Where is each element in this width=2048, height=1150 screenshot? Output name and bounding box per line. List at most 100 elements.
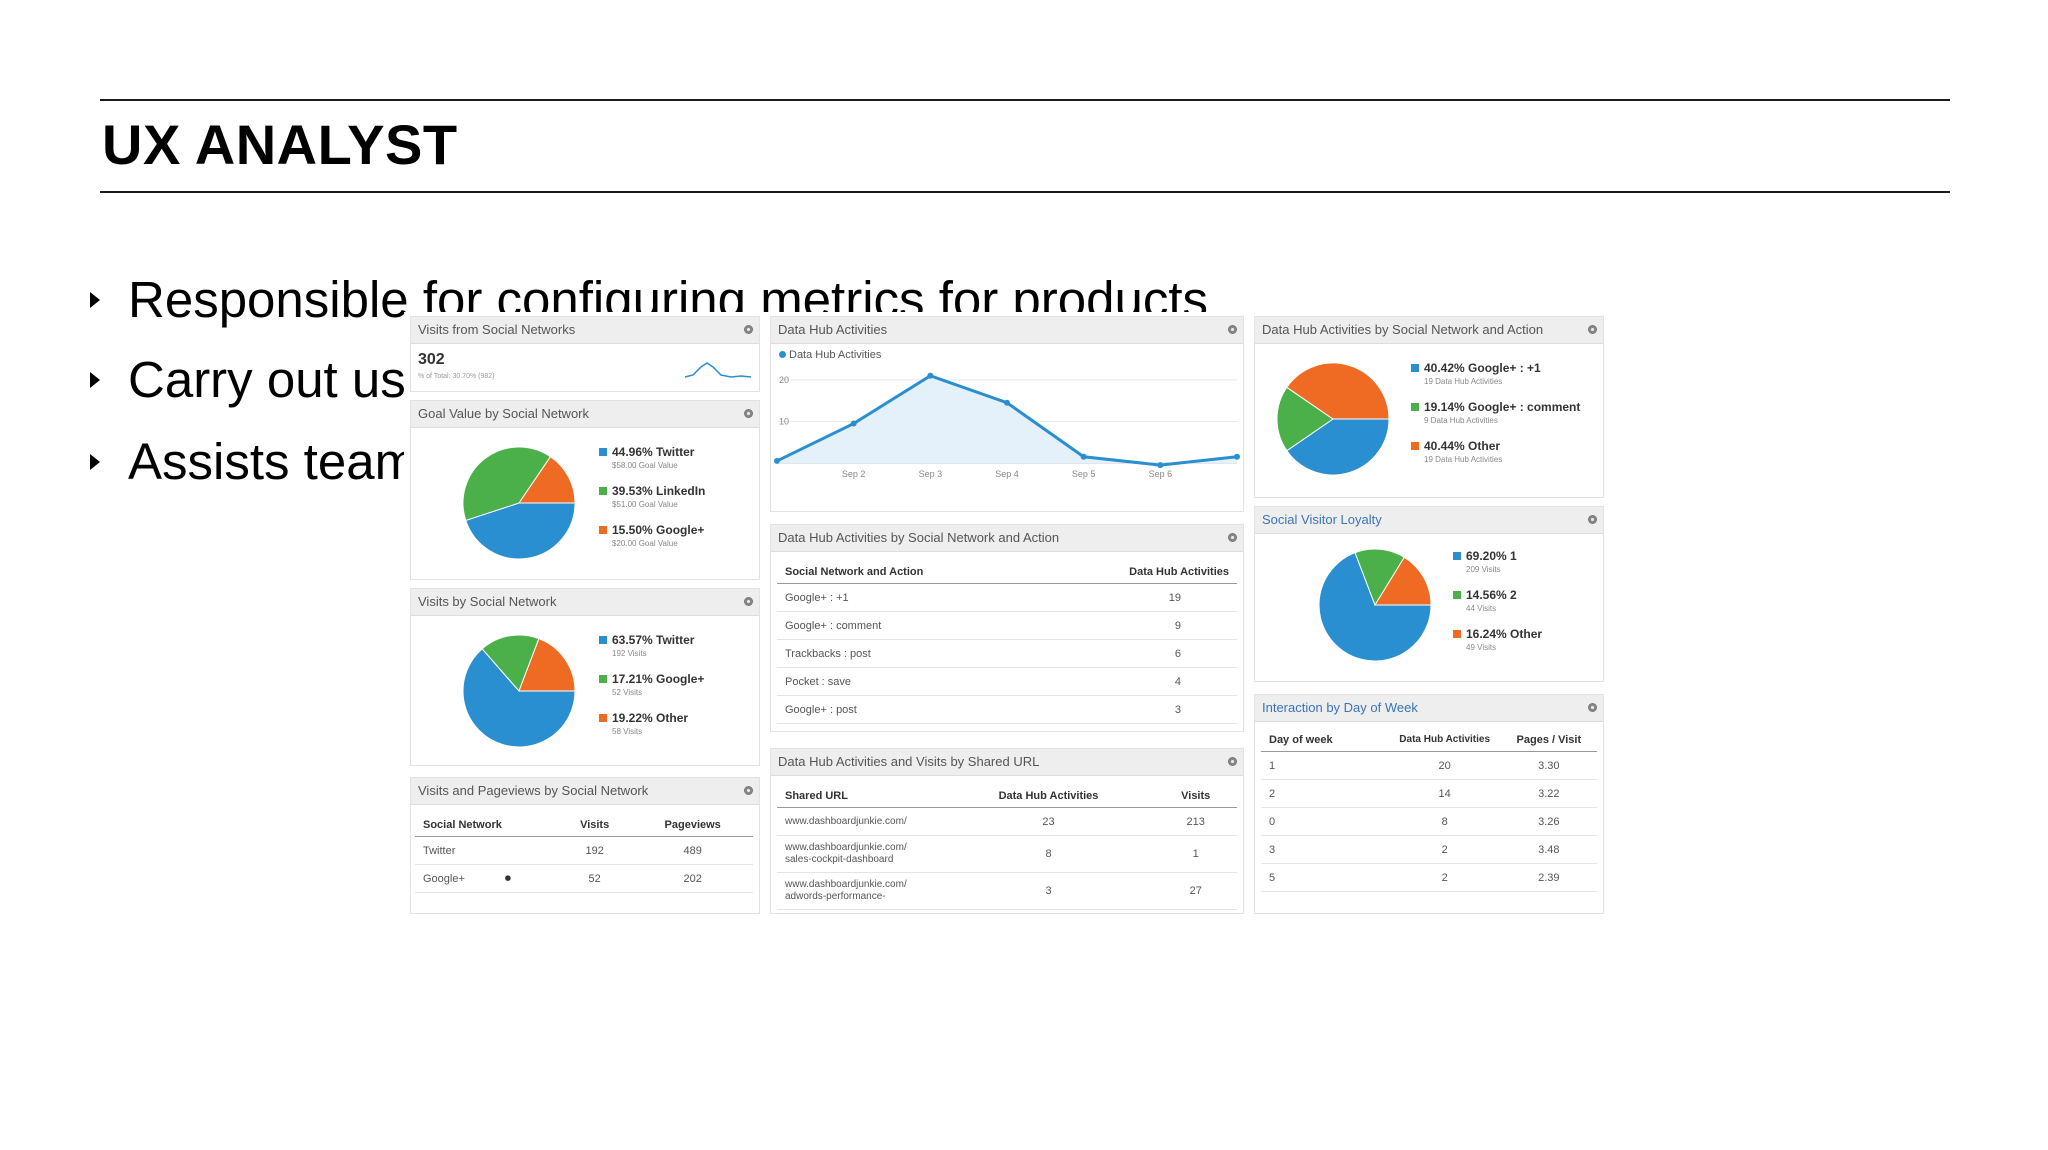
table-cell: 1 <box>1154 835 1237 873</box>
legend-swatch <box>1411 403 1419 411</box>
legend-swatch <box>1453 591 1461 599</box>
url-text-cont[interactable]: adwords-performance- <box>785 891 886 902</box>
goal-value-panel: Goal Value by Social Network 44.96% Twit… <box>410 400 760 580</box>
data-point[interactable] <box>1157 462 1164 469</box>
legend-swatch <box>1411 364 1419 372</box>
url-text[interactable]: www.dashboardjunkie.com/ <box>785 879 907 890</box>
url-text[interactable]: www.dashboardjunkie.com/ <box>785 816 907 827</box>
table-cell: 27 <box>1154 872 1237 910</box>
data-point[interactable] <box>774 457 780 464</box>
legend-swatch <box>599 636 607 644</box>
panel-title: Data Hub Activities and Visits by Shared… <box>778 754 1040 769</box>
hub-by-network-table: Social Network and Action Data Hub Activ… <box>777 561 1237 724</box>
bullet-triangle-icon <box>90 453 100 470</box>
share-icon: ⏺ <box>504 871 511 885</box>
gear-icon[interactable] <box>1228 533 1237 542</box>
data-point[interactable] <box>1234 453 1240 460</box>
x-tick-label: Sep 4 <box>995 469 1019 479</box>
gear-icon[interactable] <box>744 409 753 418</box>
table-cell: 3 <box>942 872 1155 910</box>
goal-value-legend: 44.96% Twitter $58.00 Goal Value 39.53% L… <box>599 445 705 562</box>
table-cell: 8 <box>942 835 1155 873</box>
column-header: Data Hub Activities <box>1388 729 1501 752</box>
legend-label: 40.44% Other <box>1424 439 1501 453</box>
table-cell: 489 <box>632 836 753 865</box>
legend-sublabel: 19 Data Hub Activities <box>1424 377 1503 386</box>
legend-item: 69.20% 1 209 Visits <box>1453 549 1542 574</box>
column-header: Visits <box>1154 785 1237 808</box>
panel-header: Data Hub Activities <box>771 317 1243 344</box>
bullet-triangle-icon <box>90 371 100 388</box>
legend-swatch <box>1453 552 1461 560</box>
gear-icon[interactable] <box>744 325 753 334</box>
pie-slice <box>1318 552 1432 662</box>
y-tick-label: 20 <box>779 375 789 385</box>
table-cell: 20 <box>1388 751 1501 780</box>
top-rule <box>100 99 1950 101</box>
x-tick-label: Sep 3 <box>919 469 943 479</box>
column-header: Social Network <box>415 814 557 837</box>
table-header-row: Day of week Data Hub Activities Pages / … <box>1261 729 1597 752</box>
column-header: Visits <box>556 814 633 837</box>
title-underline <box>100 191 1950 193</box>
legend-item: 17.21% Google+ 52 Visits <box>599 672 704 697</box>
bullet-triangle-icon <box>90 291 100 308</box>
legend-label: Data Hub Activities <box>789 349 882 361</box>
table-row: Google+ : post 3 <box>777 695 1237 724</box>
legend-swatch <box>599 526 607 534</box>
panel-title: Visits and Pageviews by Social Network <box>418 783 649 798</box>
table-cell: 23 <box>942 807 1155 836</box>
table-cell: 3.30 <box>1500 751 1597 780</box>
legend-label: 69.20% 1 <box>1466 549 1517 563</box>
pie-slice <box>1286 362 1390 420</box>
data-point[interactable] <box>927 372 934 379</box>
visitor-loyalty-panel: Social Visitor Loyalty 69.20% 1 209 Visit… <box>1254 506 1604 682</box>
slide-title: UX ANALYST <box>102 113 458 176</box>
table-row: Twitter 192 489 <box>415 836 753 865</box>
table-cell: www.dashboardjunkie.com/ <box>777 807 943 836</box>
table-row: Pocket : save 4 <box>777 667 1237 696</box>
table-row: Trackbacks : post 6 <box>777 639 1237 668</box>
gear-icon[interactable] <box>1588 703 1597 712</box>
legend-dot <box>779 351 786 358</box>
goal-value-pie-chart <box>462 446 576 560</box>
legend-sublabel: 44 Visits <box>1466 604 1497 613</box>
gear-icon[interactable] <box>1228 757 1237 766</box>
day-of-week-panel: Interaction by Day of Week Day of week D… <box>1254 694 1604 914</box>
gear-icon[interactable] <box>744 786 753 795</box>
day-of-week-table: Day of week Data Hub Activities Pages / … <box>1261 729 1597 892</box>
panel-title: Interaction by Day of Week <box>1262 700 1418 715</box>
legend-sublabel: 58 Visits <box>612 727 643 736</box>
data-point[interactable] <box>850 420 857 427</box>
legend-label: 44.96% Twitter <box>612 445 695 459</box>
pie-slice <box>1354 548 1405 607</box>
legend-swatch <box>599 487 607 495</box>
legend-item: 40.44% Other 19 Data Hub Activities <box>1411 439 1580 464</box>
table-cell: 2 <box>1261 779 1389 808</box>
column-header: Social Network and Action <box>777 561 1040 584</box>
panel-header: Visits by Social Network <box>411 589 759 616</box>
url-text-cont[interactable]: sales-cockpit-dashboard <box>785 854 894 865</box>
gear-icon[interactable] <box>744 597 753 606</box>
table-cell: 52 <box>556 864 633 893</box>
visits-from-social-panel: Visits from Social Networks 302 % of Tot… <box>410 316 760 392</box>
legend-item: 15.50% Google+ $20.00 Goal Value <box>599 523 705 548</box>
bullet-item: Carry out usa <box>88 350 434 409</box>
gear-icon[interactable] <box>1588 325 1597 334</box>
column-header: Data Hub Activities <box>942 785 1155 808</box>
panel-header: Social Visitor Loyalty <box>1255 507 1603 534</box>
data-point[interactable] <box>1004 399 1010 406</box>
legend-sublabel: 19 Data Hub Activities <box>1424 455 1503 464</box>
legend-label: 14.56% 2 <box>1466 588 1517 602</box>
table-row: www.dashboardjunkie.com/adwords-performa… <box>777 872 1237 910</box>
hub-by-network-table-panel: Data Hub Activities by Social Network an… <box>770 524 1244 732</box>
table-cell: 192 <box>556 836 633 865</box>
url-text[interactable]: www.dashboardjunkie.com/ <box>785 842 907 853</box>
x-tick-label: Sep 5 <box>1072 469 1096 479</box>
table-cell: 2 <box>1388 863 1501 892</box>
visits-by-network-panel: Visits by Social Network 63.57% Twitter 1… <box>410 588 760 766</box>
legend-label: 63.57% Twitter <box>612 633 695 647</box>
gear-icon[interactable] <box>1588 515 1597 524</box>
gear-icon[interactable] <box>1228 325 1237 334</box>
data-point[interactable] <box>1080 453 1087 460</box>
